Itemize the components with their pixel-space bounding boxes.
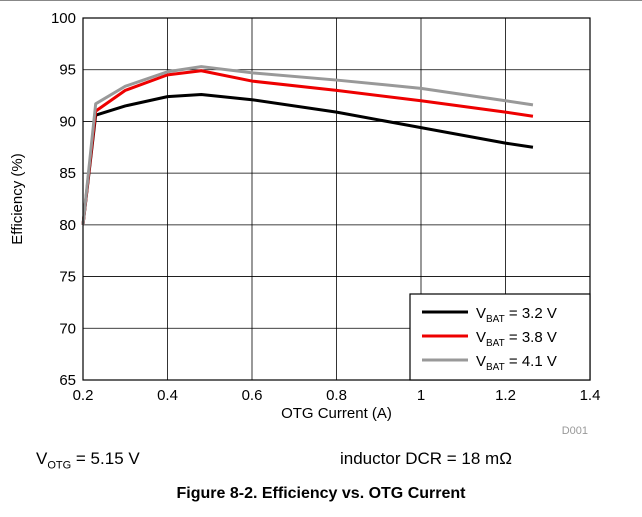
legend-label-1: VBAT = 3.2 V <box>476 305 557 325</box>
x-tick-label: 1.4 <box>580 387 601 404</box>
y-tick-label: 80 <box>59 217 76 234</box>
x-tick-label: 0.6 <box>242 387 263 404</box>
y-tick-label: 70 <box>59 320 76 337</box>
series-line-2 <box>81 69 534 226</box>
y-tick-label: 100 <box>51 10 76 27</box>
otg-voltage-note: VOTG = 5.15 V <box>36 449 140 472</box>
x-tick-label: 0.2 <box>73 387 94 404</box>
inductor-dcr-note: inductor DCR = 18 mΩ <box>340 449 512 468</box>
top-border <box>0 0 642 1</box>
legend: VBAT = 3.2 V VBAT = 3.8 V VBAT = 4.1 V <box>409 293 591 381</box>
series-line-1 <box>81 93 534 226</box>
y-axis-label: Efficiency (%) <box>9 153 26 244</box>
y-tick-label: 65 <box>59 372 76 389</box>
tick-labels: 0.2 0.4 0.6 0.8 1 1.2 1.4 65 70 75 80 85 90 95 100 <box>51 10 600 404</box>
y-tick-label: 90 <box>59 113 76 130</box>
series-lines <box>81 65 534 226</box>
legend-label-2: VBAT = 3.8 V <box>476 329 557 349</box>
y-tick-label: 85 <box>59 165 76 182</box>
figure-id: D001 <box>562 425 588 437</box>
efficiency-chart: 0.2 0.4 0.6 0.8 1 1.2 1.4 65 70 75 80 85 90 95 100 OTG… <box>9 10 600 437</box>
series-line-3 <box>81 65 534 226</box>
legend-label-3: VBAT = 4.1 V <box>476 353 557 373</box>
figure-caption: Figure 8-2. Efficiency vs. OTG Current <box>176 485 466 502</box>
x-tick-label: 1 <box>417 387 425 404</box>
x-tick-label: 0.4 <box>157 387 178 404</box>
y-tick-label: 95 <box>59 62 76 79</box>
x-axis-label: OTG Current (A) <box>281 405 392 422</box>
plot-frame <box>82 17 591 381</box>
x-tick-label: 0.8 <box>326 387 347 404</box>
y-tick-label: 75 <box>59 269 76 286</box>
x-tick-label: 1.2 <box>495 387 516 404</box>
